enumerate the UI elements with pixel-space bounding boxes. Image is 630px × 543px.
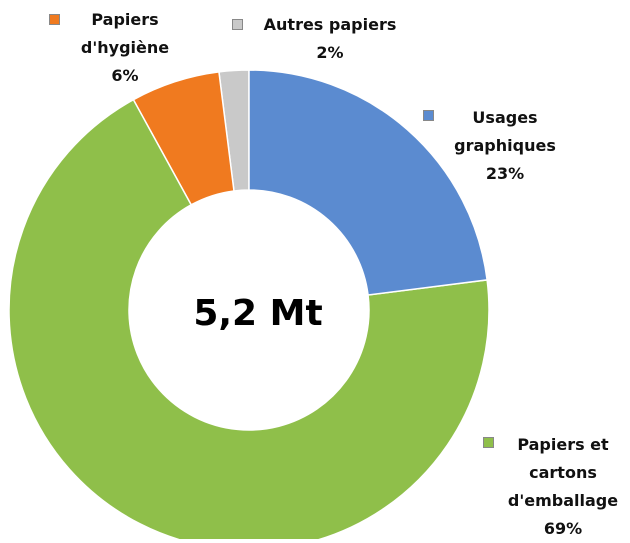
slice-value: 23%	[485, 164, 525, 183]
legend-marker	[423, 110, 434, 121]
slice-label: Usages graphiques 23%	[450, 104, 560, 188]
legend-marker	[483, 437, 494, 448]
donut-slice	[8, 98, 490, 539]
center-label: 5,2 Mt	[193, 293, 322, 334]
slice-value: 6%	[111, 66, 139, 85]
donut-slice	[248, 69, 488, 296]
legend-marker	[49, 14, 60, 25]
slice-name: Autres papiers	[263, 15, 397, 34]
legend-marker	[232, 19, 243, 30]
slice-label: Autres papiers 2%	[250, 11, 410, 67]
slice-label: Papiers d'hygiène 6%	[70, 6, 180, 90]
slice-name: Usages graphiques	[454, 108, 556, 155]
slice-value: 2%	[316, 43, 344, 62]
slice-name: Papiers d'hygiène	[80, 10, 170, 57]
slice-name: Papiers et cartons d'emballage	[507, 435, 619, 510]
slice-label: Papiers et cartons d'emballage 69%	[500, 431, 626, 543]
donut-slice	[132, 71, 235, 206]
slice-value: 69%	[543, 519, 583, 538]
